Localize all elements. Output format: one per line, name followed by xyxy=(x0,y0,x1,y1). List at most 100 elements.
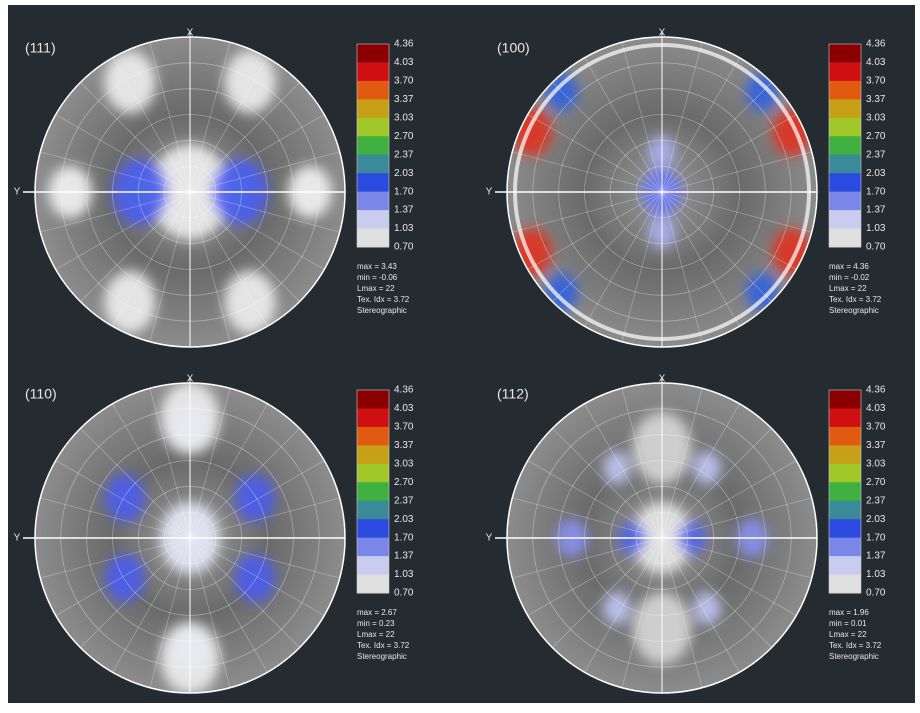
axis-label: Y xyxy=(14,533,21,544)
colorbar-label: 2.70 xyxy=(394,131,414,142)
colorbar-band xyxy=(357,154,389,174)
colorbar-label: 2.03 xyxy=(394,168,414,179)
stats-line: max = 3.43 xyxy=(357,262,397,271)
pole-figure: X Y (111) 4.36 4.03 3.70 3.37 3.03 2.70 2.37 2.03 1… xyxy=(14,28,414,348)
colorbar-band xyxy=(357,173,389,193)
intensity-blob xyxy=(693,591,721,625)
axis-label: X xyxy=(187,28,194,39)
stats-line: Stereographic xyxy=(357,652,407,661)
colorbar-label: 3.37 xyxy=(866,94,886,105)
colorbar-band xyxy=(357,519,389,539)
colorbar-label: 3.37 xyxy=(394,440,414,451)
panel-title: (100) xyxy=(497,40,530,56)
colorbar-label: 4.36 xyxy=(866,385,886,396)
colorbar-band xyxy=(357,228,389,248)
stats-line: min = 0.01 xyxy=(829,619,867,628)
stats-line: Tex. Idx = 3.72 xyxy=(829,295,882,304)
colorbar-label: 2.37 xyxy=(394,495,414,506)
colorbar-band xyxy=(357,426,389,446)
stats-line: Lmax = 22 xyxy=(357,284,395,293)
colorbar-band xyxy=(829,62,861,82)
colorbar-band xyxy=(357,136,389,156)
axis-label: Y xyxy=(486,187,493,198)
colorbar-label: 1.70 xyxy=(394,186,414,197)
colorbar-band xyxy=(357,482,389,502)
stats-line: Stereographic xyxy=(829,652,879,661)
colorbar-band xyxy=(829,408,861,428)
colorbar-label: 3.03 xyxy=(866,112,886,123)
colorbar-band xyxy=(357,191,389,211)
pole-figure: X Y (110) 4.36 4.03 3.70 3.37 3.03 2.70 2.37 2.03 1… xyxy=(14,374,414,694)
stats-line: Lmax = 22 xyxy=(829,630,867,639)
axis-label: Y xyxy=(14,187,21,198)
intensity-blob xyxy=(104,270,156,334)
intensity-blob xyxy=(235,554,275,602)
stats-line: min = -0.02 xyxy=(829,273,870,282)
stats-line: Tex. Idx = 3.72 xyxy=(357,295,410,304)
axis-label: Y xyxy=(486,533,493,544)
colorbar-label: 1.37 xyxy=(394,551,414,562)
colorbar-label: 1.37 xyxy=(866,551,886,562)
colorbar-label: 1.03 xyxy=(394,223,414,234)
colorbar-band xyxy=(829,390,861,409)
colorbar-label: 3.03 xyxy=(866,458,886,469)
colorbar-band xyxy=(829,228,861,248)
colorbar-label: 1.03 xyxy=(866,223,886,234)
colorbar-band xyxy=(357,556,389,576)
stats-line: Stereographic xyxy=(829,306,879,315)
axis-label: X xyxy=(187,374,194,385)
intensity-blob xyxy=(104,50,156,114)
colorbar-label: 1.03 xyxy=(866,569,886,580)
colorbar-band xyxy=(357,210,389,230)
colorbar-label: 4.03 xyxy=(866,403,886,414)
colorbar-band xyxy=(829,556,861,576)
colorbar-label: 4.03 xyxy=(394,57,414,68)
colorbar-band xyxy=(829,173,861,193)
colorbar-label: 4.36 xyxy=(866,39,886,50)
colorbar-label: 4.36 xyxy=(394,385,414,396)
intensity-blob xyxy=(235,474,275,522)
intensity-blob xyxy=(546,72,578,112)
colorbar-label: 2.03 xyxy=(866,514,886,525)
colorbar-label: 3.03 xyxy=(394,112,414,123)
intensity-blob xyxy=(224,270,276,334)
colorbar-band xyxy=(829,210,861,230)
colorbar-label: 2.70 xyxy=(866,131,886,142)
colorbar-label: 4.03 xyxy=(394,403,414,414)
stats-line: Stereographic xyxy=(357,306,407,315)
colorbar-label: 0.70 xyxy=(866,242,886,253)
outline xyxy=(34,382,346,694)
colorbar-band xyxy=(829,519,861,539)
colorbar-label: 4.36 xyxy=(394,39,414,50)
intensity-blob xyxy=(693,451,721,485)
colorbar-label: 2.37 xyxy=(866,495,886,506)
colorbar-band xyxy=(829,44,861,63)
colorbar-label: 3.37 xyxy=(394,94,414,105)
colorbar-band xyxy=(829,117,861,137)
stats-line: max = 2.67 xyxy=(357,608,397,617)
colorbar-label: 2.03 xyxy=(394,514,414,525)
colorbar-label: 4.03 xyxy=(866,57,886,68)
colorbar-band xyxy=(357,62,389,82)
colorbar-band xyxy=(357,445,389,465)
intensity-blob xyxy=(105,554,145,602)
colorbar-label: 2.70 xyxy=(394,477,414,488)
colorbar-band xyxy=(829,574,861,594)
colorbar-frame xyxy=(356,43,390,248)
colorbar-band xyxy=(829,426,861,446)
intensity-blob xyxy=(603,591,631,625)
colorbar-label: 3.37 xyxy=(866,440,886,451)
colorbar-band xyxy=(357,537,389,557)
colorbar-label: 3.70 xyxy=(866,76,886,87)
colorbar-label: 2.37 xyxy=(866,149,886,160)
colorbar-label: 3.70 xyxy=(866,422,886,433)
stats-line: Tex. Idx = 3.72 xyxy=(829,641,882,650)
colorbar-band xyxy=(829,463,861,483)
colorbar-band xyxy=(357,574,389,594)
stats-line: Lmax = 22 xyxy=(829,284,867,293)
outline xyxy=(506,382,818,694)
colorbar-band xyxy=(829,482,861,502)
colorbar-label: 0.70 xyxy=(394,588,414,599)
stats-line: max = 4.36 xyxy=(829,262,869,271)
